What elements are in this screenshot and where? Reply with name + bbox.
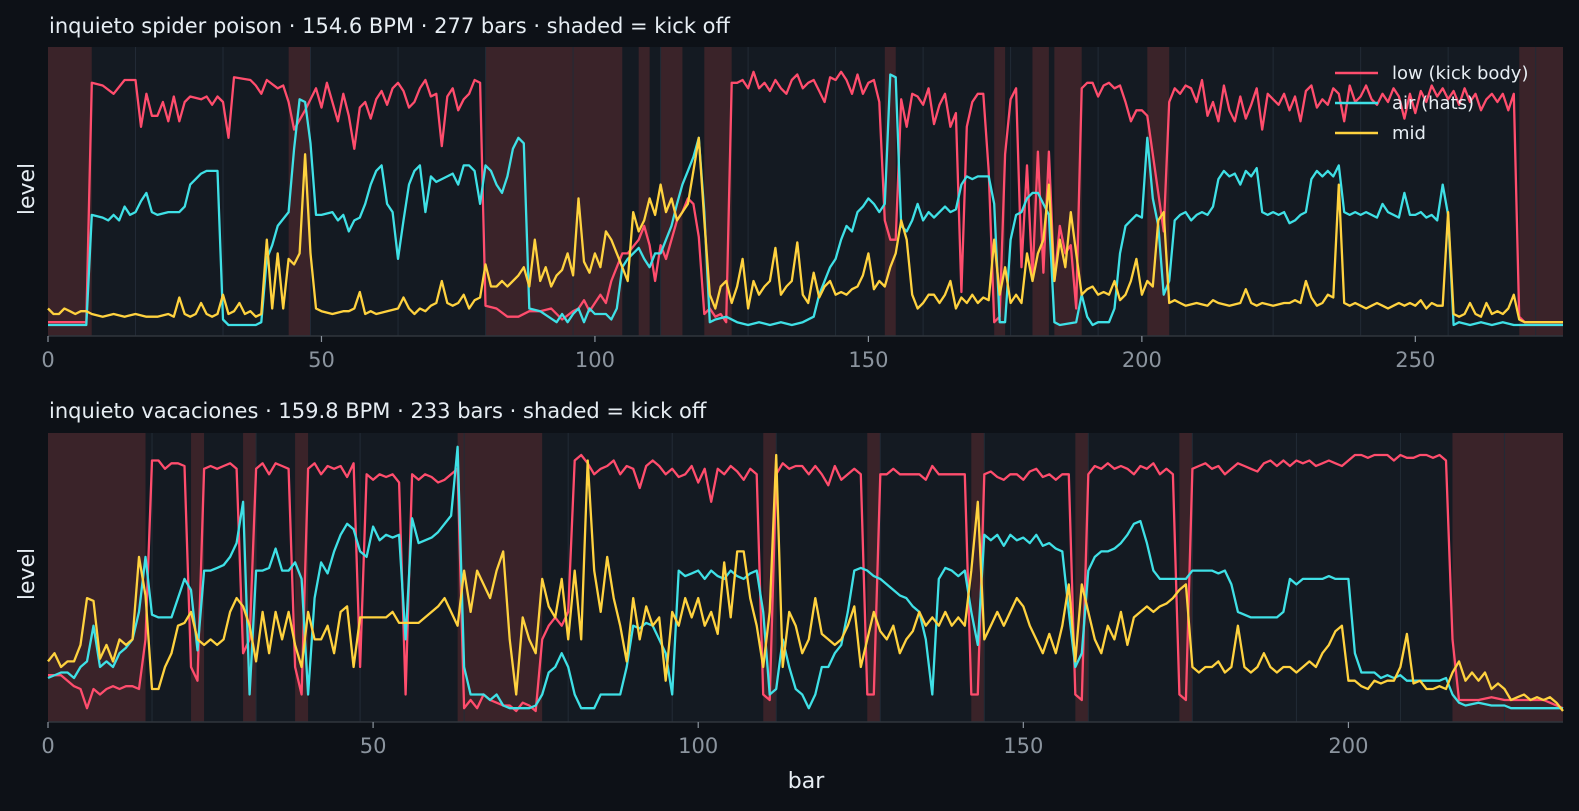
plot-area: 0 50 100 150 200 bbox=[41, 433, 1564, 758]
kick-off-region bbox=[1519, 47, 1563, 336]
x-axis-label: bar bbox=[788, 769, 825, 794]
x-tick-label: 100 bbox=[678, 734, 718, 758]
series-line-low bbox=[48, 70, 1563, 324]
x-tick-label: 100 bbox=[575, 348, 615, 372]
series-line-air bbox=[48, 73, 1563, 327]
x-tick-label: 50 bbox=[308, 348, 335, 372]
kick-off-region bbox=[485, 47, 623, 336]
plot-background bbox=[48, 433, 1563, 722]
plot-area: 0 50 100 150 200 250 bbox=[41, 47, 1563, 372]
x-tick-label: 150 bbox=[848, 348, 888, 372]
chart-panel-spider-poison: inquieto spider poison · 154.6 BPM · 277… bbox=[15, 14, 1563, 372]
series-line-air bbox=[47, 445, 1563, 710]
kick-off-region bbox=[660, 47, 683, 336]
y-axis-label: level bbox=[15, 548, 40, 600]
kick-off-region bbox=[48, 433, 146, 722]
legend-entry-low: low (kick body) bbox=[1392, 63, 1529, 84]
legend-entry-air: air (hats) bbox=[1392, 93, 1474, 114]
kick-off-region bbox=[867, 433, 881, 722]
y-axis-label: level bbox=[15, 163, 40, 215]
x-tick-label: 200 bbox=[1122, 348, 1162, 372]
series-line-mid bbox=[47, 453, 1564, 712]
legend-entry-mid: mid bbox=[1392, 123, 1426, 144]
series-line-mid bbox=[47, 136, 1563, 324]
x-tick-label: 250 bbox=[1395, 348, 1435, 372]
chart-title: inquieto spider poison · 154.6 BPM · 277… bbox=[49, 14, 731, 38]
chart-panel-vacaciones: inquieto vacaciones · 159.8 BPM · 233 ba… bbox=[15, 399, 1564, 794]
kick-off-region bbox=[884, 47, 896, 336]
x-tick-label: 50 bbox=[360, 734, 387, 758]
legend: low (kick body) air (hats) mid bbox=[1335, 63, 1529, 144]
series-line-low bbox=[48, 453, 1564, 713]
x-tick-label: 200 bbox=[1328, 734, 1368, 758]
x-tick-label: 0 bbox=[41, 734, 54, 758]
kick-off-region bbox=[1452, 433, 1563, 722]
x-tick-label: 150 bbox=[1003, 734, 1043, 758]
kick-off-region bbox=[457, 433, 543, 722]
kick-off-region bbox=[48, 47, 92, 336]
kick-off-region bbox=[638, 47, 650, 336]
kick-off-region bbox=[191, 433, 205, 722]
kick-off-region bbox=[1075, 433, 1089, 722]
chart-title: inquieto vacaciones · 159.8 BPM · 233 ba… bbox=[49, 399, 707, 423]
x-tick-label: 0 bbox=[41, 348, 54, 372]
kick-off-region bbox=[994, 47, 1006, 336]
kick-off-region bbox=[971, 433, 985, 722]
